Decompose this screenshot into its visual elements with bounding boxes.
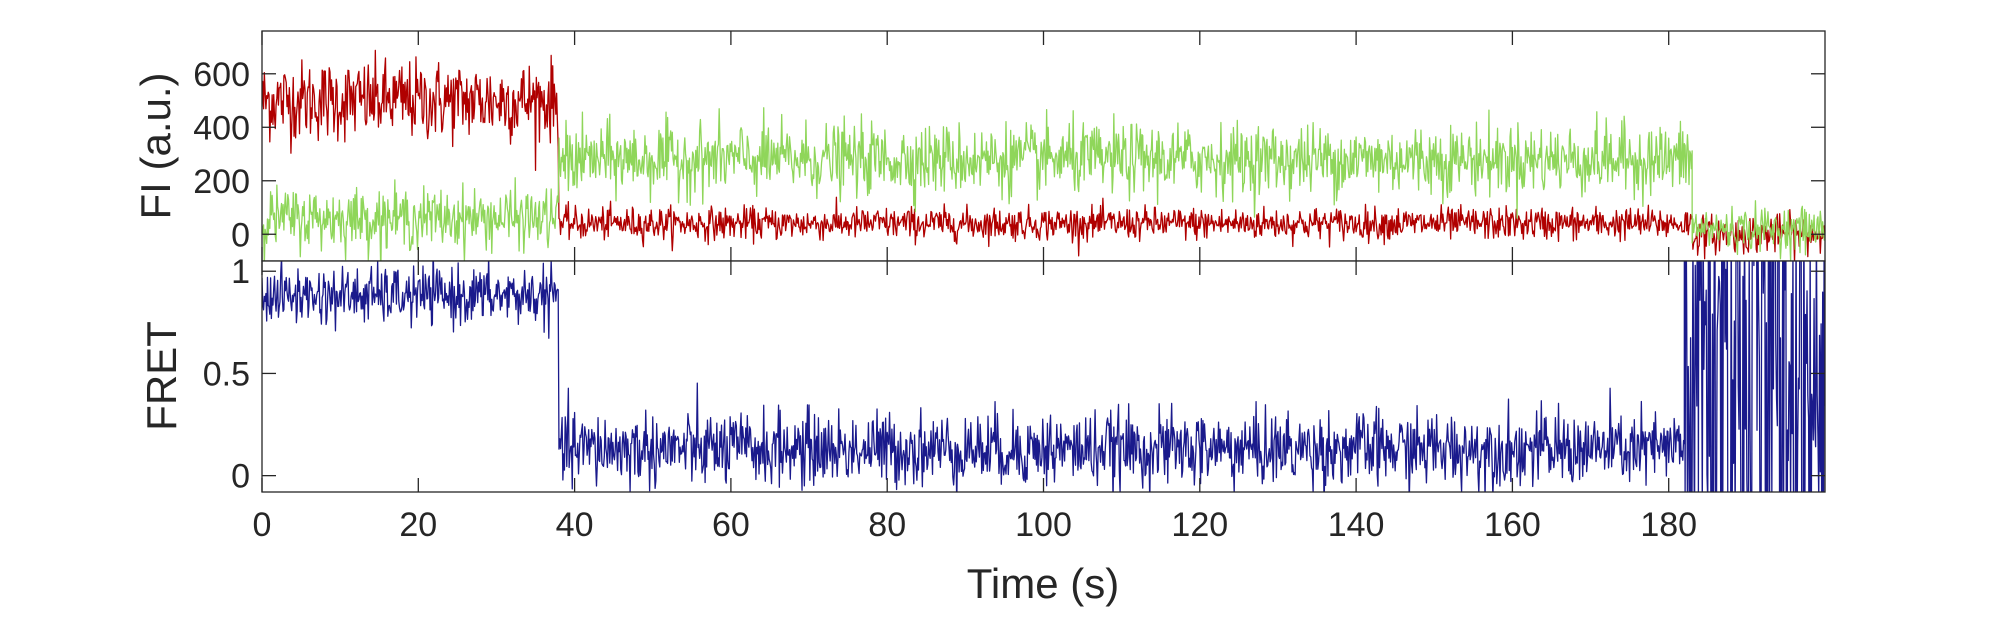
time-x-axis-label: Time (s) <box>967 560 1119 607</box>
fret-ticks: 0 0.5 1 0 20 40 60 80 100 120 140 160 180 <box>203 253 1825 544</box>
fret-panel: 0 0.5 1 0 20 40 60 80 100 120 140 160 180 FRET Time … <box>138 253 1826 607</box>
fluorescence-y-tick-label: 400 <box>193 109 250 147</box>
time-x-tick-label: 180 <box>1640 506 1697 544</box>
fret-y-axis-label: FRET <box>138 321 185 431</box>
fret-y-tick-label: 0 <box>231 458 250 496</box>
time-x-tick-label: 120 <box>1171 506 1228 544</box>
time-x-tick-label: 40 <box>556 506 594 544</box>
time-x-tick-label: 160 <box>1484 506 1541 544</box>
fluorescence-panel: 0 200 400 600 FI (a.u.) <box>132 30 1826 262</box>
time-x-tick-label: 60 <box>712 506 750 544</box>
fluorescence-series-line-0 <box>262 49 1825 261</box>
fluorescence-y-tick-label: 600 <box>193 56 250 94</box>
fret-y-tick-label: 1 <box>231 253 250 291</box>
fluorescence-y-tick-label: 0 <box>231 216 250 254</box>
time-x-tick-label: 20 <box>399 506 437 544</box>
fret-y-tick-label: 0.5 <box>203 355 250 393</box>
time-x-tick-label: 80 <box>868 506 906 544</box>
fluorescence-ticks: 0 200 400 600 <box>193 31 1825 261</box>
fret-traces <box>262 261 1825 492</box>
time-x-tick-label: 0 <box>253 506 272 544</box>
fluorescence-y-tick-label: 200 <box>193 163 250 201</box>
time-x-tick-label: 100 <box>1015 506 1072 544</box>
fluorescence-series-line-1 <box>262 107 1825 261</box>
time-x-tick-label: 140 <box>1328 506 1385 544</box>
fret-series-line-0 <box>262 261 1825 492</box>
fret-axes-box <box>261 260 1826 493</box>
fluorescence-traces <box>262 49 1825 261</box>
fluorescence-y-axis-label: FI (a.u.) <box>132 72 179 219</box>
